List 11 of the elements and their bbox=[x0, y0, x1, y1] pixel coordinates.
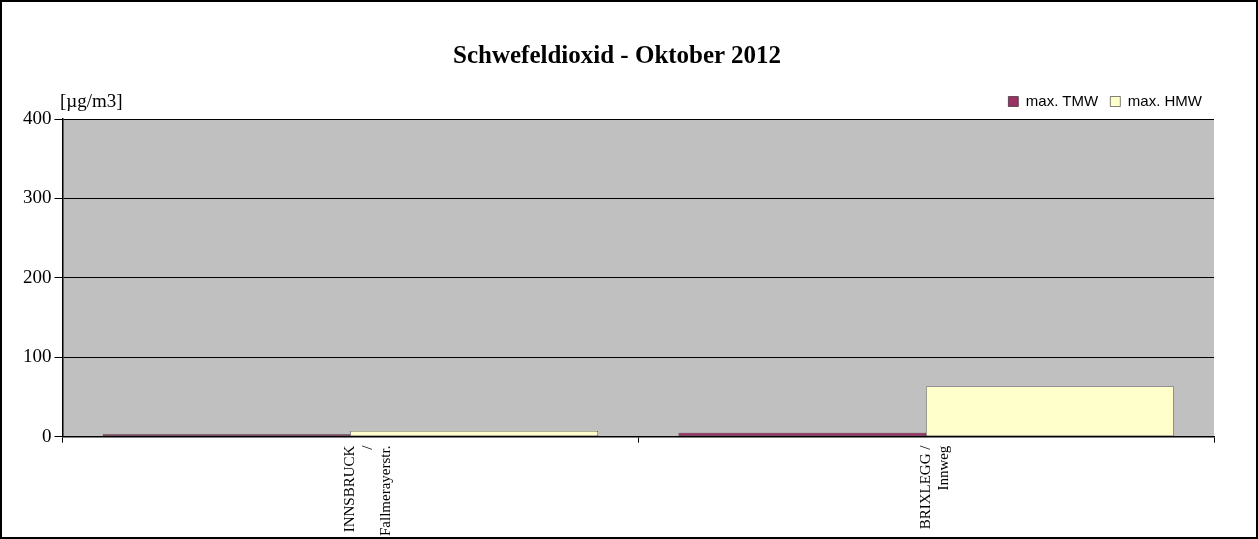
y-tick-label: 400 bbox=[23, 106, 52, 128]
x-tick-label: BRIXLEGG / Innweg bbox=[917, 444, 952, 530]
y-tick-label: 300 bbox=[23, 186, 52, 208]
x-tick-label: INNSBRUCK / Fallmerayerstr. bbox=[341, 444, 394, 536]
legend-label: max. HMW bbox=[1127, 91, 1203, 109]
y-axis-title: [µg/m3] bbox=[60, 90, 123, 112]
chart-title: Schwefeldioxid - Oktober 2012 bbox=[452, 41, 782, 69]
legend-label: max. TMW bbox=[1025, 91, 1099, 109]
y-tick-label: 200 bbox=[23, 265, 52, 287]
y-tick-label: 100 bbox=[23, 345, 52, 367]
y-tick-label: 0 bbox=[42, 424, 52, 446]
